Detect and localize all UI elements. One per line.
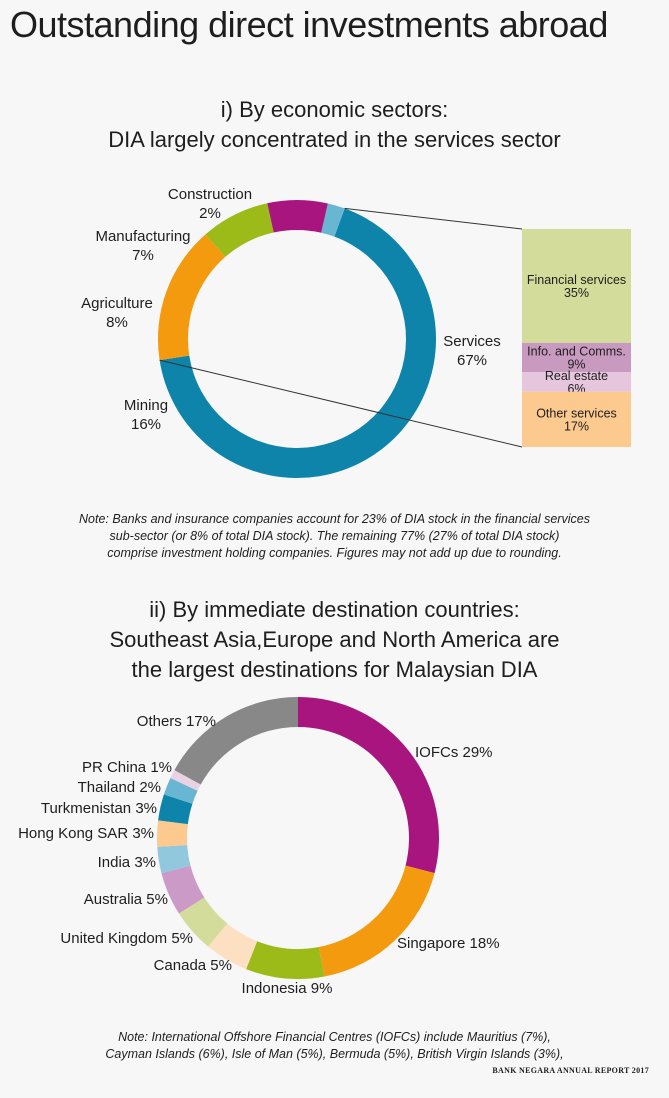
destination-donut-chart: IOFCs 29% Singapore 18% Indonesia 9% Canada… (18, 697, 500, 997)
bar-label-info-and-comms: Info. and Comms. 9% (527, 345, 626, 372)
section2-note-line2: Cayman Islands (6%), Isle of Man (5%), B… (105, 1047, 564, 1061)
slice-agriculture (205, 203, 274, 257)
label-iofcs: IOFCs 29% (415, 744, 493, 761)
section1-note: Note: Banks and insurance companies acco… (0, 511, 669, 562)
bar-segment-info-and-comms (522, 342, 631, 373)
label-turkmenistan: Turkmenistan 3% (41, 800, 157, 817)
sector-donut-chart: Services 67% Mining 16% Agriculture 8% Manufac… (81, 186, 501, 479)
slice-australia (161, 865, 205, 914)
page-title: Outstanding direct investments abroad (10, 4, 608, 45)
slice-india (157, 844, 191, 874)
slice-turkmenistan (158, 794, 193, 825)
section2-title: ii) By immediate destination countries: … (0, 595, 669, 685)
section2-title-line1: ii) By immediate destination countries: (149, 597, 520, 622)
label-india: India 3% (98, 854, 156, 871)
slice-canada (208, 923, 258, 970)
slice-manufacturing (267, 200, 328, 233)
bar-label-financial-services: Financial services 35% (527, 273, 626, 300)
bar-label-other-services: Other services 17% (536, 406, 617, 433)
section2-note-line1: Note: International Offshore Financial C… (118, 1030, 551, 1044)
section1-note-line1: Note: Banks and insurance companies acco… (79, 512, 590, 526)
slice-indonesia (246, 941, 325, 979)
slice-mining (158, 234, 226, 361)
connector-bottom (159, 359, 523, 448)
label-others: Others 17% (137, 713, 216, 730)
label-thailand: Thailand 2% (78, 779, 161, 796)
section1-title-line1: i) By economic sectors: (220, 97, 449, 122)
slice-others (174, 697, 298, 785)
label-pr-china: PR China 1% (82, 759, 172, 776)
slice-iofcs (298, 697, 439, 874)
footer-source: BANK NEGARA ANNUAL REPORT 2017 (492, 1066, 649, 1075)
slice-united-kingdom (178, 897, 228, 947)
section2-title-line3: the largest destinations for Malaysian D… (131, 657, 538, 682)
connector-top (344, 207, 523, 230)
label-mining: Mining 16% (124, 397, 168, 433)
section1-note-line2: sub-sector (or 8% of total DIA stock). T… (109, 529, 560, 543)
slice-singapore (318, 865, 435, 977)
label-services: Services 67% (443, 333, 501, 369)
label-australia: Australia 5% (84, 891, 168, 908)
bar-segment-financial-services (522, 229, 631, 343)
label-indonesia: Indonesia 9% (242, 980, 333, 997)
bar-segment-other-services (522, 391, 631, 447)
label-singapore: Singapore 18% (397, 935, 500, 952)
bar-segment-real-estate (522, 372, 631, 392)
label-canada: Canada 5% (154, 957, 232, 974)
section1-title-line2: DIA largely concentrated in the services… (108, 127, 561, 152)
slice-thailand (163, 777, 198, 804)
label-united-kingdom: United Kingdom 5% (60, 930, 193, 947)
slice-hong-kong-sar (157, 820, 188, 847)
section1-title: i) By economic sectors: DIA largely conc… (0, 95, 669, 155)
label-hong-kong-sar: Hong Kong SAR 3% (18, 825, 154, 842)
label-agriculture: Agriculture 8% (81, 295, 153, 331)
label-manufacturing: Manufacturing 7% (95, 228, 190, 264)
section2-note: Note: International Offshore Financial C… (0, 1029, 669, 1063)
section2-title-line2: Southeast Asia,Europe and North America … (109, 627, 560, 652)
label-construction: Construction 2% (168, 186, 252, 222)
services-breakdown-bar: Financial services 35%Info. and Comms. 9%R… (159, 207, 631, 448)
slice-construction (321, 203, 345, 237)
section1-note-line3: comprise investment holding companies. F… (107, 546, 562, 560)
slice-pr-china (170, 770, 201, 791)
